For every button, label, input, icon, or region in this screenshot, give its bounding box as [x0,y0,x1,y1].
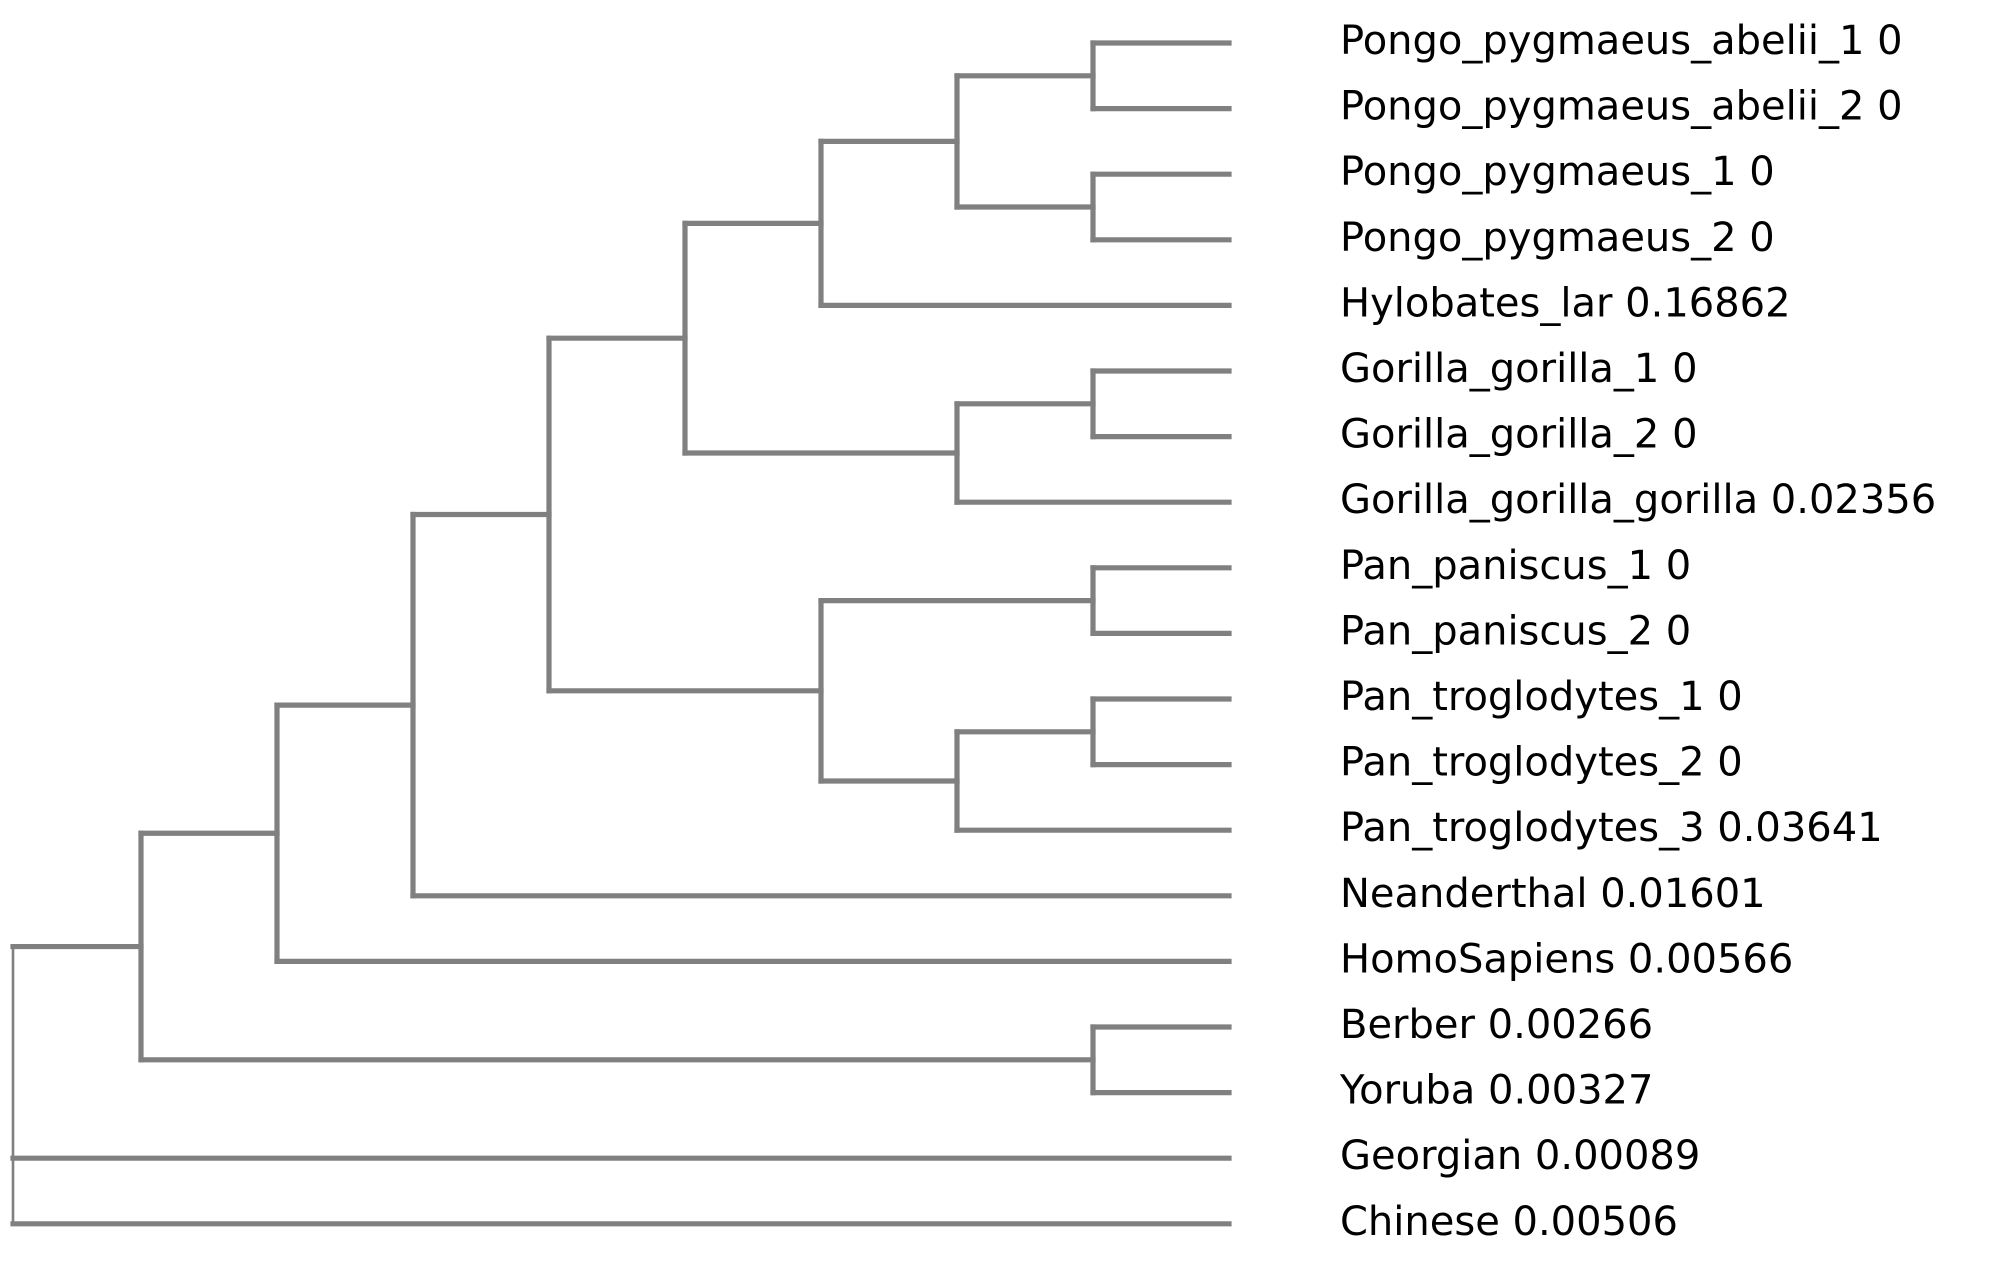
leaf-label: Yoruba 0.00327 [1339,1068,1653,1114]
leaf-label: Pongo_pygmaeus_1 0 [1340,149,1775,195]
leaf-label: Georgian 0.00089 [1340,1133,1700,1179]
leaf-label: Pan_paniscus_1 0 [1340,543,1691,589]
leaf-label: Gorilla_gorilla_1 0 [1340,346,1698,392]
leaf-labels: Pongo_pygmaeus_abelii_1 0 Pongo_pygmaeus_… [1339,18,1936,1245]
leaf-label: Pongo_pygmaeus_abelii_2 0 [1340,84,1903,130]
leaf-label: Gorilla_gorilla_2 0 [1340,412,1698,458]
leaf-label: HomoSapiens 0.00566 [1340,936,1793,982]
leaf-label: Pan_troglodytes_3 0.03641 [1340,805,1883,851]
tree-branches [10,40,1232,1227]
leaf-label: Gorilla_gorilla_gorilla 0.02356 [1340,477,1936,523]
leaf-label: Pan_troglodytes_2 0 [1340,740,1743,786]
leaf-label: Neanderthal 0.01601 [1340,871,1766,917]
leaf-label: Pongo_pygmaeus_abelii_1 0 [1340,18,1903,64]
leaf-label: Berber 0.00266 [1340,1002,1653,1048]
leaf-label: Chinese 0.00506 [1340,1199,1678,1245]
leaf-label: Pan_troglodytes_1 0 [1340,674,1743,720]
leaf-label: Hylobates_lar 0.16862 [1340,280,1791,326]
leaf-label: Pongo_pygmaeus_2 0 [1340,215,1775,261]
leaf-label: Pan_paniscus_2 0 [1340,608,1691,654]
